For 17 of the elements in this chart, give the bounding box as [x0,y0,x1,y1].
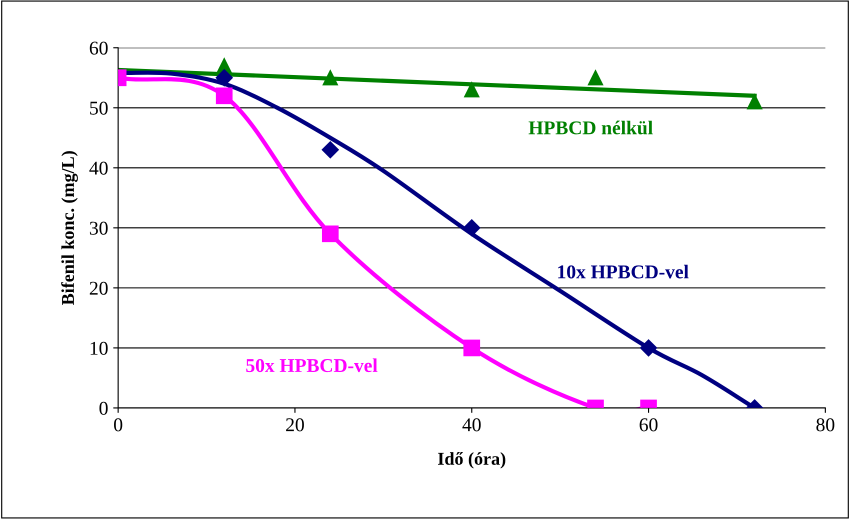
text: HPBCD nélkül [528,120,653,134]
y-tick-label: 40 [89,162,108,175]
y-tick-label: 0 [99,402,108,415]
text: 50x HPBCD-vel [246,358,378,372]
y-tick-label: 30 [90,222,108,235]
y-tick-label: 50 [90,102,108,115]
text: 10x HPBCD-vel [558,264,689,278]
x-tick-label: 40 [462,418,481,432]
y-tick-label: 60 [90,42,108,55]
y-tick-label: 20 [90,282,108,295]
y-tick-label: 10 [90,342,108,355]
x-tick-label: 80 [816,418,834,432]
x-tick-label: 20 [286,418,304,432]
x-axis-title: Idő (óra) [438,452,506,469]
x-tick-label: 60 [640,418,658,432]
x-tick-label: 0 [114,418,122,432]
y-axis-title: Bifenil konc. (mg/L) [61,151,78,306]
